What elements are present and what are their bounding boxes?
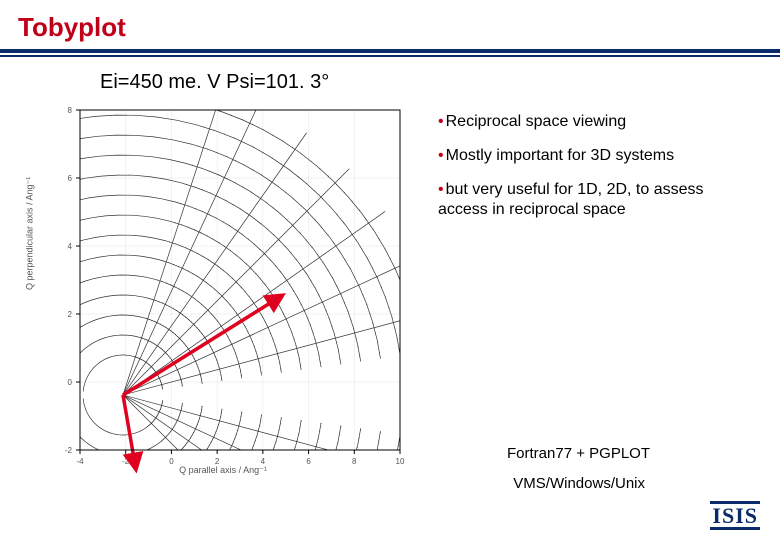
x-axis-label: Q parallel axis / Ang⁻¹	[179, 465, 267, 476]
bullet-list: •Reciprocal space viewing •Mostly import…	[418, 100, 762, 220]
bullet-item: •but very useful for 1D, 2D, to assess a…	[438, 180, 752, 220]
rule-thick	[0, 49, 780, 53]
svg-text:8: 8	[352, 457, 357, 466]
content-row: -4-20246810-202468 Q perpendicular axis …	[0, 100, 780, 480]
svg-text:2: 2	[68, 310, 73, 319]
slide-title: Tobyplot	[0, 0, 780, 49]
y-axis-label: Q perpendicular axis / Ang⁻¹	[25, 176, 36, 289]
bullet-marker: •	[438, 181, 446, 198]
tobyplot-chart: -4-20246810-202468 Q perpendicular axis …	[28, 100, 418, 480]
bullet-marker: •	[438, 147, 446, 164]
bullet-text: but very useful for 1D, 2D, to assess ac…	[438, 181, 704, 218]
chart-svg: -4-20246810-202468	[28, 100, 418, 480]
footer-tech: Fortran77 + PGPLOT	[507, 445, 650, 462]
svg-text:10: 10	[396, 457, 405, 466]
svg-text:8: 8	[68, 106, 73, 115]
isis-logo: ISIS	[710, 501, 760, 530]
svg-text:4: 4	[68, 242, 73, 251]
svg-text:-2: -2	[122, 457, 130, 466]
param-line: Ei=450 me. V Psi=101. 3°	[0, 57, 780, 100]
svg-text:0: 0	[68, 378, 73, 387]
svg-text:6: 6	[68, 174, 73, 183]
svg-text:0: 0	[169, 457, 174, 466]
svg-text:-2: -2	[65, 446, 73, 455]
bullet-item: •Reciprocal space viewing	[438, 112, 752, 132]
bullet-item: •Mostly important for 3D systems	[438, 146, 752, 166]
svg-text:6: 6	[306, 457, 311, 466]
footer-platforms: VMS/Windows/Unix	[513, 475, 645, 492]
svg-text:-4: -4	[76, 457, 84, 466]
bullet-marker: •	[438, 113, 446, 130]
bullet-text: Reciprocal space viewing	[446, 113, 627, 130]
bullet-text: Mostly important for 3D systems	[446, 147, 675, 164]
